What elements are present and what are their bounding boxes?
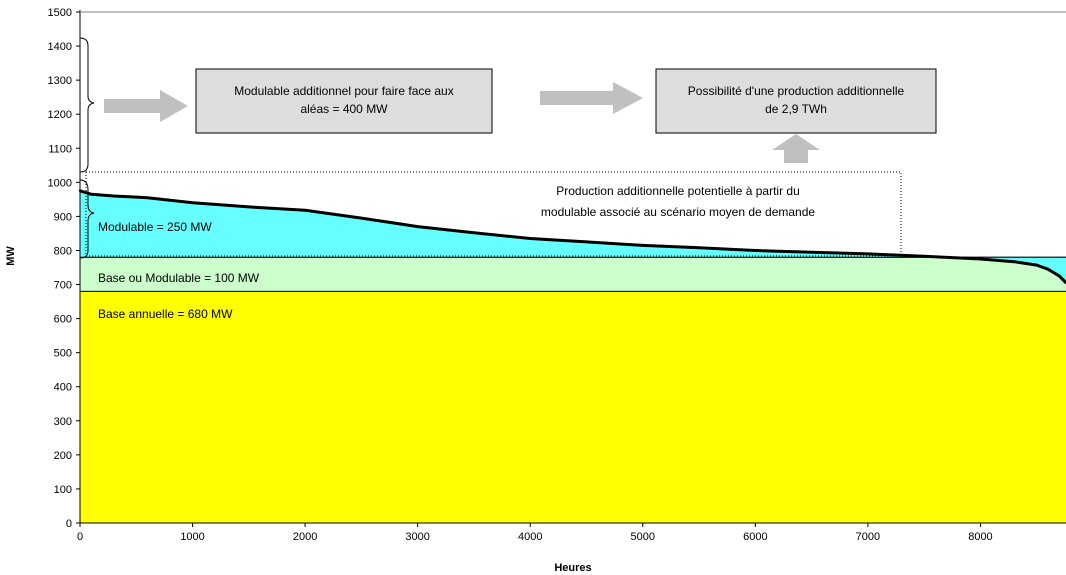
- annotation-box-400mw-line2: aléas = 400 MW: [300, 102, 388, 116]
- y-tick-label-1000: 1000: [48, 177, 72, 189]
- curve-point-13: [697, 246, 701, 249]
- dotted-annotation-line1: Production additionnelle potentielle à p…: [556, 184, 800, 198]
- curve-point-16: [866, 252, 870, 256]
- chart-axes: [79, 10, 1066, 524]
- load-duration-curve: [79, 189, 1066, 284]
- annotation-box-twh-line1: Possibilité d'une production additionnel…: [688, 84, 905, 98]
- curve-point-6: [303, 209, 307, 212]
- curve-point-17: [923, 255, 926, 258]
- y-tick-label-1400: 1400: [48, 41, 72, 53]
- x-tick-label-5000: 5000: [631, 531, 655, 543]
- brace-400mw: [79, 37, 95, 173]
- y-tick-label-1300: 1300: [48, 75, 72, 87]
- curve-point-3: [146, 196, 149, 199]
- y-tick-label-600: 600: [54, 314, 72, 326]
- y-tick-label-500: 500: [54, 348, 72, 360]
- y-tick-label-200: 200: [54, 450, 72, 462]
- band-label-base-annuelle: Base annuelle = 680 MW: [98, 307, 233, 321]
- curve-point-10: [529, 237, 532, 240]
- curve-point-11: [585, 240, 588, 244]
- curve-point-2: [112, 194, 116, 198]
- x-tick-label-7000: 7000: [856, 531, 880, 543]
- curve-point-1: [90, 193, 93, 196]
- dotted-region-box: [85, 171, 902, 257]
- x-tick-label-0: 0: [77, 531, 83, 543]
- band-base-annuelle: [80, 291, 1066, 523]
- curve-point-19: [1013, 260, 1016, 263]
- x-ticks: 0 1000 2000 3000 4000 5000 6000 7000 8000: [77, 523, 993, 543]
- x-tick-label-2000: 2000: [293, 531, 317, 543]
- annotation-box-400mw-line1: Modulable additionnel pour faire face au…: [234, 84, 453, 98]
- y-tick-label-1500: 1500: [48, 7, 72, 19]
- arrow-right-1: [104, 90, 188, 122]
- annotation-box-twh-line2: de 2,9 TWh: [765, 102, 827, 116]
- y-tick-label-0: 0: [66, 518, 72, 530]
- curve-point-20: [1035, 263, 1038, 267]
- y-ticks: 0 100 200 300 400 500 600 700 800 900 1000 1100 1200…: [48, 7, 80, 530]
- y-tick-label-700: 700: [54, 280, 72, 292]
- dotted-annotation-line2: modulable associé au scénario moyen de d…: [541, 205, 815, 219]
- load-curve-layer: [78, 189, 1066, 284]
- y-tick-label-800: 800: [54, 245, 72, 257]
- y-tick-label-1100: 1100: [48, 143, 72, 155]
- y-tick-label-100: 100: [54, 484, 72, 496]
- chart-areas: [80, 190, 1066, 523]
- curve-point-8: [416, 225, 419, 228]
- x-tick-label-1000: 1000: [180, 531, 204, 543]
- annotation-box-twh: [655, 68, 937, 134]
- y-tick-label-300: 300: [54, 416, 72, 428]
- band-base-ou-modulable: [80, 257, 1066, 292]
- arrow-up: [772, 134, 820, 163]
- curve-point-21: [1046, 268, 1050, 271]
- y-tick-label-900: 900: [54, 211, 72, 223]
- curve-point-15: [810, 251, 813, 254]
- curve-point-12: [641, 244, 644, 247]
- y-tick-label-400: 400: [54, 382, 72, 394]
- curve-point-14: [754, 249, 757, 252]
- x-tick-label-4000: 4000: [518, 531, 542, 543]
- annotation-box-400mw: [195, 68, 493, 134]
- band-label-modulable: Modulable = 250 MW: [98, 220, 212, 234]
- x-axis-title: Heures: [554, 562, 591, 574]
- curve-point-5: [247, 205, 250, 209]
- arrow-right-2: [540, 82, 643, 114]
- y-axis-title: MW: [5, 246, 17, 266]
- curve-point-22: [1058, 274, 1061, 278]
- x-tick-label-8000: 8000: [968, 531, 992, 543]
- x-tick-label-6000: 6000: [743, 531, 767, 543]
- curve-point-9: [472, 231, 476, 234]
- brace-250mw: [79, 179, 95, 259]
- curve-point-4: [191, 201, 194, 204]
- y-tick-label-1200: 1200: [48, 109, 72, 121]
- band-label-base-ou-modulable: Base ou Modulable = 100 MW: [98, 271, 260, 285]
- curve-point-7: [360, 216, 363, 220]
- curve-point-18: [979, 257, 982, 261]
- x-tick-label-3000: 3000: [405, 531, 429, 543]
